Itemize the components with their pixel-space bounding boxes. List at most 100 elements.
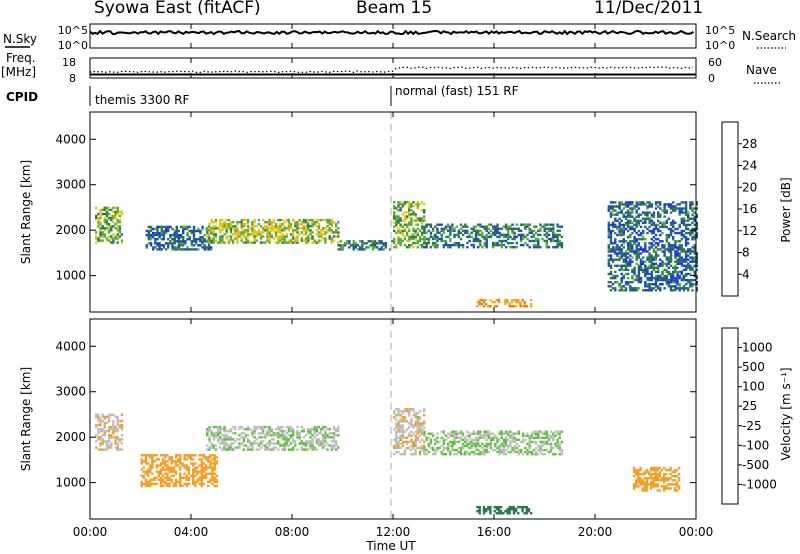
- power-cell: [192, 236, 196, 239]
- power-cell: [669, 289, 673, 292]
- power-cell: [420, 221, 424, 224]
- power-cell: [674, 242, 677, 245]
- power-cell: [401, 213, 404, 216]
- velocity-cell: [418, 428, 422, 431]
- power-cell: [652, 213, 656, 216]
- power-cell: [646, 201, 649, 204]
- power-cell: [461, 246, 465, 249]
- velocity-cell: [206, 434, 209, 437]
- velocity-cell: [253, 440, 256, 443]
- power-cell: [629, 236, 632, 239]
- power-cell: [478, 298, 481, 302]
- power-cell: [631, 227, 634, 231]
- power-cell: [682, 258, 686, 261]
- velocity-cell: [294, 442, 297, 445]
- power-cell: [149, 233, 153, 237]
- power-cell: [423, 237, 426, 241]
- velocity-cell: [210, 442, 213, 445]
- velocity-cell: [639, 473, 642, 476]
- power-cell: [680, 238, 683, 241]
- power-cell: [611, 246, 615, 249]
- velocity-cell: [513, 432, 516, 435]
- power-cell: [167, 238, 170, 241]
- velocity-cell: [194, 480, 197, 484]
- power-cell: [537, 233, 540, 237]
- velocity-cell: [214, 432, 218, 435]
- power-cell: [103, 218, 106, 222]
- power-cell: [665, 203, 668, 206]
- velocity-cell: [485, 446, 488, 450]
- power-cell: [479, 233, 482, 237]
- power-cell: [689, 250, 692, 253]
- velocity-cell: [397, 442, 400, 446]
- velocity-cell: [116, 428, 119, 431]
- velocity-cell: [515, 446, 518, 450]
- power-cell: [416, 223, 419, 226]
- velocity-cell: [414, 440, 417, 444]
- velocity-cell: [525, 505, 529, 509]
- power-cell: [412, 237, 415, 241]
- power-cell: [508, 305, 511, 308]
- power-cell: [457, 229, 460, 232]
- power-cell: [192, 238, 196, 241]
- power-cell: [504, 239, 508, 243]
- power-cell: [112, 206, 115, 209]
- velocity-cell: [166, 466, 169, 469]
- power-cell: [524, 223, 527, 226]
- power-cell: [219, 225, 222, 228]
- velocity-cell: [189, 454, 193, 457]
- power-cbar-label: 20: [742, 180, 757, 194]
- power-cell: [302, 221, 306, 224]
- power-cell: [380, 240, 383, 243]
- power-cbar-label: 28: [742, 137, 757, 151]
- power-cell: [188, 229, 191, 233]
- power-cell: [669, 285, 673, 288]
- velocity-cell: [172, 474, 176, 477]
- power-cell: [667, 262, 671, 265]
- velocity-cell: [508, 510, 511, 513]
- velocity-cell: [296, 432, 299, 435]
- velocity-cell: [107, 446, 111, 449]
- power-cell: [665, 225, 668, 229]
- velocity-cell: [489, 444, 493, 448]
- velocity-cell: [506, 510, 509, 513]
- power-cell: [629, 248, 632, 251]
- power-cell: [678, 274, 681, 278]
- velocity-cell: [324, 432, 327, 435]
- velocity-cell: [416, 424, 419, 427]
- power-cell: [676, 248, 679, 251]
- power-cell: [654, 262, 658, 265]
- velocity-cell: [517, 505, 520, 509]
- power-cell: [624, 221, 628, 224]
- power-cell: [287, 241, 291, 244]
- time-tick-label: 08:00: [275, 525, 310, 539]
- power-cell: [678, 260, 681, 263]
- velocity-cell: [397, 420, 400, 423]
- power-cell: [519, 303, 522, 306]
- power-cell: [644, 246, 647, 249]
- velocity-cell: [539, 436, 542, 439]
- power-cell: [661, 244, 664, 247]
- velocity-cell: [172, 466, 176, 469]
- power-cell: [654, 252, 658, 255]
- power-cell: [296, 239, 299, 242]
- power-cell: [418, 243, 422, 247]
- power-cell: [369, 240, 372, 243]
- velocity-cell: [155, 482, 158, 486]
- power-cell: [504, 223, 508, 226]
- power-cell: [669, 278, 673, 282]
- power-cell: [498, 233, 501, 237]
- velocity-cell: [677, 473, 681, 476]
- power-cell: [693, 244, 696, 247]
- velocity-cell: [500, 448, 503, 452]
- power-cell: [152, 231, 155, 235]
- power-cell: [607, 209, 610, 212]
- power-cell: [534, 225, 538, 228]
- power-cell: [262, 229, 265, 232]
- power-cell: [637, 276, 641, 280]
- power-cell: [684, 252, 688, 255]
- power-cell: [479, 239, 482, 243]
- velocity-cell: [511, 436, 514, 439]
- velocity-cell: [637, 477, 640, 480]
- velocity-cell: [635, 479, 638, 482]
